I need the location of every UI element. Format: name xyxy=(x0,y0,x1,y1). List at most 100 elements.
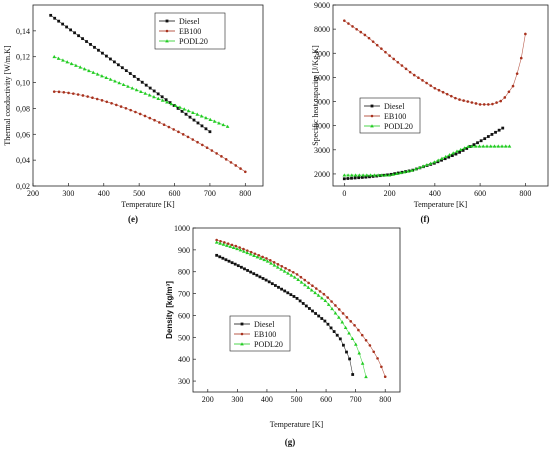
figure-caption: (e) xyxy=(128,214,138,224)
data-point xyxy=(476,141,479,145)
data-point xyxy=(353,176,357,180)
data-point xyxy=(389,172,393,176)
series-podl20 xyxy=(214,240,368,379)
data-point xyxy=(334,304,337,307)
data-point xyxy=(238,246,241,249)
series-podl20 xyxy=(342,144,512,177)
y-axis-label: Specific heat capacity [J/Kg.K] xyxy=(311,45,320,146)
series-line xyxy=(344,145,510,176)
data-point xyxy=(91,70,96,74)
data-point xyxy=(173,103,178,107)
legend-marker xyxy=(370,114,374,118)
y-tick-label: 0,06 xyxy=(16,130,30,139)
data-point xyxy=(286,291,290,295)
data-point xyxy=(91,96,94,100)
y-axis-label: Density [kg/m³] xyxy=(165,281,174,339)
data-point xyxy=(474,102,478,105)
data-point xyxy=(188,115,192,119)
data-point xyxy=(117,81,122,85)
y-tick-label: 0,10 xyxy=(16,79,30,88)
legend-marker xyxy=(165,29,169,33)
legend-box xyxy=(229,315,291,352)
data-point xyxy=(148,86,152,90)
series-diesel xyxy=(342,126,505,181)
data-point xyxy=(191,138,195,141)
data-point xyxy=(245,250,250,255)
x-axis-label: Temperature [K] xyxy=(121,200,175,209)
data-point xyxy=(164,98,168,102)
data-point xyxy=(233,262,237,266)
data-point xyxy=(351,373,355,376)
data-point xyxy=(139,89,143,94)
x-axis-label: Temperature [K] xyxy=(414,200,468,209)
data-point xyxy=(353,173,358,177)
data-point xyxy=(242,249,246,253)
data-point xyxy=(392,57,395,61)
data-point xyxy=(359,30,363,34)
x-tick-label: 200 xyxy=(202,395,214,404)
data-point xyxy=(372,173,377,177)
data-point xyxy=(458,147,463,152)
data-point xyxy=(284,266,287,270)
data-point xyxy=(345,316,349,319)
data-point xyxy=(309,288,314,292)
data-point xyxy=(242,247,245,251)
data-point xyxy=(345,350,348,354)
data-point xyxy=(258,275,262,279)
y-tick-label: 0,08 xyxy=(16,104,30,113)
data-point xyxy=(65,25,69,29)
data-point xyxy=(450,154,454,158)
data-point xyxy=(77,34,80,38)
data-point xyxy=(217,121,221,125)
y-tick-label: 3000 xyxy=(314,146,330,155)
data-point xyxy=(130,86,135,90)
data-point xyxy=(87,68,91,73)
data-point xyxy=(490,133,494,136)
data-point xyxy=(347,331,351,335)
data-point xyxy=(143,114,147,118)
data-point xyxy=(308,307,311,310)
data-point xyxy=(410,168,414,172)
data-point xyxy=(210,149,214,152)
legend-marker xyxy=(165,19,169,23)
data-point xyxy=(167,125,171,129)
data-point xyxy=(466,100,470,103)
data-point xyxy=(364,175,368,179)
chart-e: 200 300 400 500 600 700 800 0,02 0,04 0,06 0,08 0,1… xyxy=(3,4,264,224)
data-point xyxy=(298,299,302,303)
data-point xyxy=(49,13,53,17)
legend-marker xyxy=(240,322,244,326)
data-point xyxy=(425,163,429,167)
x-tick-label: 300 xyxy=(231,395,243,404)
data-point xyxy=(236,264,240,268)
data-point xyxy=(265,257,268,260)
data-point xyxy=(337,315,341,319)
data-point xyxy=(436,160,440,164)
data-point xyxy=(144,83,148,87)
data-point xyxy=(239,265,243,269)
data-point xyxy=(454,152,458,156)
data-point xyxy=(261,277,265,280)
data-point xyxy=(81,37,84,41)
data-point xyxy=(181,133,185,136)
data-point xyxy=(311,284,314,287)
data-point xyxy=(396,60,400,64)
data-point xyxy=(192,118,196,122)
data-point xyxy=(292,295,296,298)
series-podl20 xyxy=(52,54,230,128)
data-point xyxy=(249,270,253,274)
data-point xyxy=(93,45,96,49)
data-point xyxy=(156,96,161,101)
data-point xyxy=(481,144,486,148)
data-point xyxy=(507,90,511,94)
data-point xyxy=(291,270,295,274)
data-point xyxy=(52,54,57,59)
data-point xyxy=(351,25,354,28)
data-point xyxy=(227,259,231,263)
plot-frame-g xyxy=(192,227,401,393)
data-point xyxy=(208,130,212,134)
data-point xyxy=(313,290,317,295)
data-point xyxy=(383,375,387,378)
x-tick-label: 200 xyxy=(27,189,39,198)
